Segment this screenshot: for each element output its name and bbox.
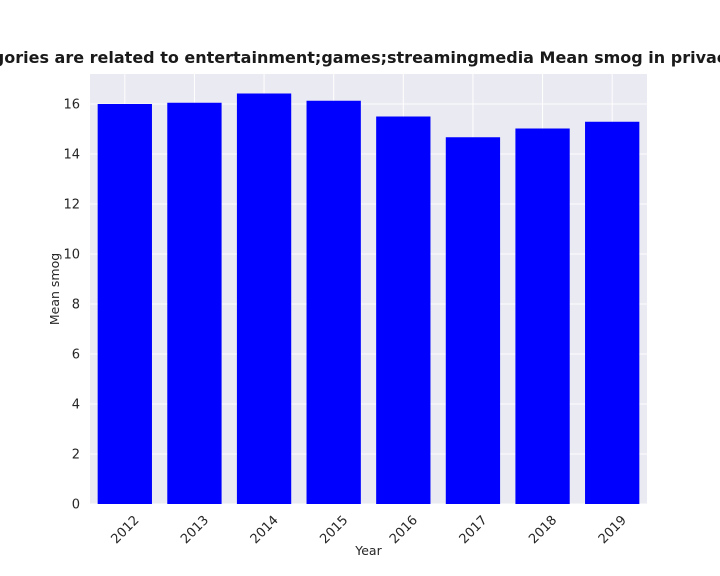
x-tick-label: 2012 [108,513,142,547]
y-tick-label: 8 [72,298,80,313]
y-tick-labels: 0 2 4 6 8 10 12 14 16 [63,98,80,513]
y-tick-label: 12 [63,198,80,213]
y-tick-label: 0 [72,498,80,513]
x-axis-label: Year [354,543,382,558]
x-tick-label: 2018 [526,513,560,547]
y-tick-label: 4 [72,398,80,413]
bar-2013 [167,102,222,504]
bar-2014 [236,93,292,504]
x-tick-label: 2019 [596,513,630,547]
x-tick-labels: 2012 2013 2014 2015 2016 2017 2018 2019 [108,513,629,547]
y-tick-label: 2 [72,448,80,463]
chart-title: categories are related to entertainment;… [0,48,720,67]
bars [97,93,640,504]
y-tick-label: 16 [63,98,80,113]
y-tick-label: 10 [63,248,80,263]
bar-2015 [306,100,361,504]
y-tick-label: 6 [72,348,80,363]
bar-2016 [376,116,431,504]
bar-2019 [585,121,640,504]
x-tick-label: 2014 [248,513,282,547]
y-axis-label: Mean smog [47,253,62,325]
y-tick-label: 14 [63,148,80,163]
bar-2018 [515,128,570,504]
x-tick-label: 2017 [457,513,491,547]
x-tick-label: 2016 [387,513,421,547]
bar-2017 [445,137,501,504]
bar-2012 [97,104,152,504]
x-tick-label: 2013 [178,513,212,547]
x-tick-label: 2015 [317,513,351,547]
